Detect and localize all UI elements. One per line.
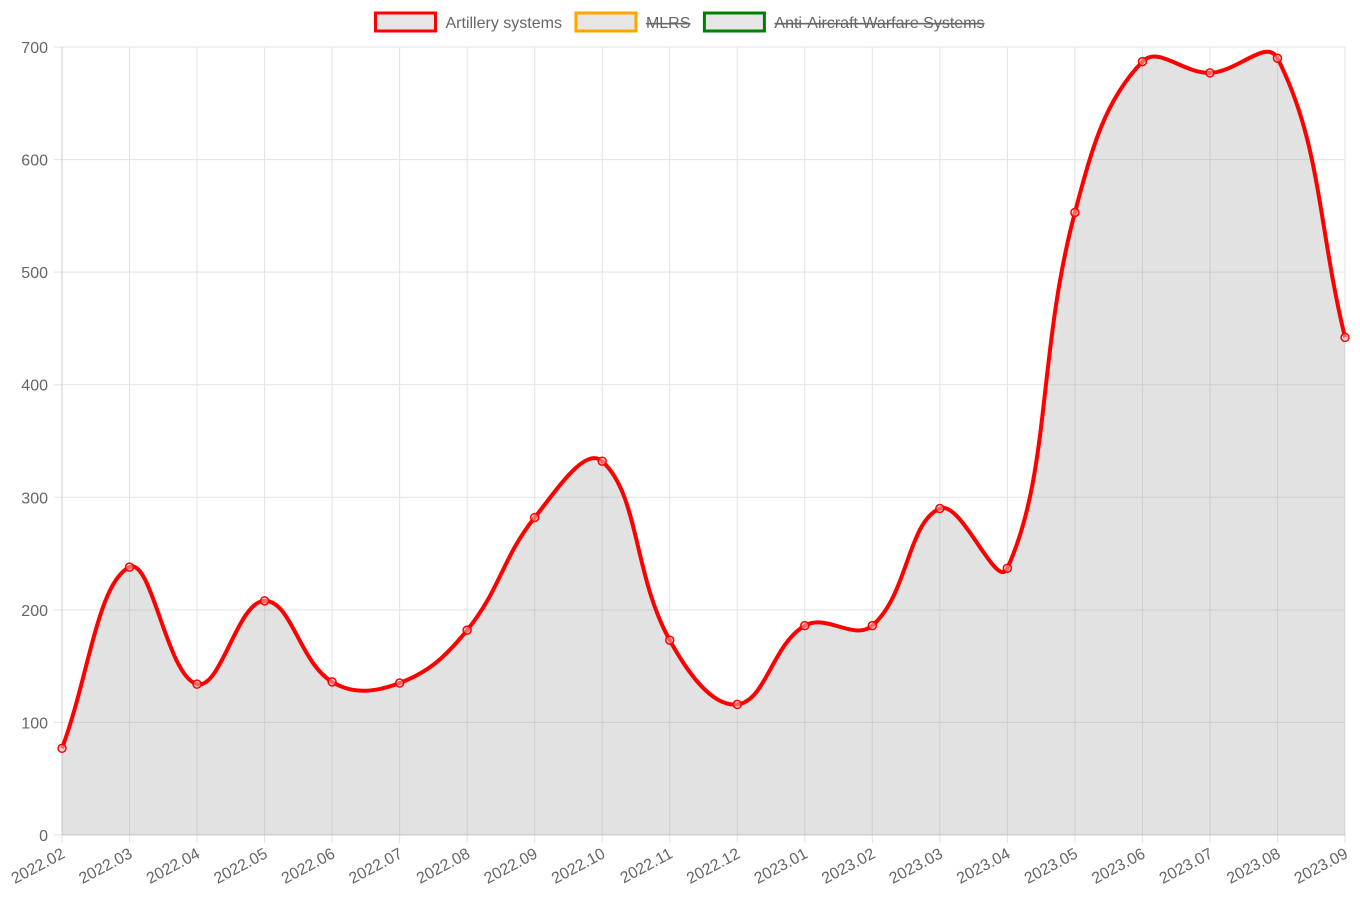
y-tick-label: 600: [21, 153, 48, 170]
point: [529, 512, 540, 523]
point: [394, 678, 405, 688]
x-tick-label: 2023.05: [1022, 845, 1081, 887]
legend-label: Anti-Aircraft Warfare Systems: [774, 15, 984, 32]
x-tick-label: 2023.06: [1089, 845, 1148, 887]
x-tick-label: 2022.06: [279, 845, 338, 887]
point: [1002, 563, 1013, 573]
x-tick-label: 2023.08: [1224, 845, 1283, 887]
point: [1340, 332, 1350, 343]
x-tick-label: 2023.03: [887, 845, 946, 887]
x-tick-label: 2022.10: [549, 845, 608, 887]
point: [124, 562, 135, 572]
legend: Artillery systems MLRS Anti-Aircraft Warfa…: [373, 11, 985, 33]
legend-swatch: [373, 11, 437, 33]
point: [597, 456, 607, 467]
point: [1205, 68, 1215, 78]
y-tick-label: 700: [21, 40, 48, 57]
x-tick-label: 2022.03: [76, 845, 135, 887]
x-tick-label: 2022.04: [144, 845, 203, 887]
legend-label: Artillery systems: [445, 15, 561, 32]
x-tick-label: 2022.12: [684, 845, 743, 887]
point: [327, 677, 337, 687]
legend-item[interactable]: Anti-Aircraft Warfare Systems: [702, 11, 985, 33]
point: [462, 625, 472, 635]
legend-swatch: [574, 11, 638, 33]
area: [62, 51, 1345, 835]
legend-item[interactable]: Artillery systems: [373, 11, 562, 33]
legend-label: MLRS: [646, 15, 690, 32]
y-tick-label: 500: [21, 265, 48, 282]
y-tick-label: 300: [21, 490, 48, 507]
x-tick-label: 2022.11: [618, 845, 676, 887]
point: [664, 635, 675, 646]
x-tick-label: 2023.02: [819, 845, 878, 887]
y-tick-label: 200: [21, 603, 48, 620]
x-tick-label: 2023.09: [1292, 845, 1351, 887]
y-tick-label: 100: [21, 715, 48, 732]
x-tick-label: 2023.04: [954, 845, 1013, 887]
x-tick-label: 2022.07: [346, 845, 405, 887]
legend-swatch: [702, 11, 766, 33]
point: [57, 743, 67, 754]
x-tick-label: 2022.09: [482, 845, 541, 887]
x-tick-label: 2023.07: [1157, 845, 1216, 887]
x-tick-label: 2022.08: [414, 845, 473, 887]
x-tick-label: 2022.02: [9, 845, 68, 887]
point: [259, 596, 270, 606]
point: [800, 620, 810, 631]
x-tick-label: 2022.05: [211, 845, 270, 887]
point: [1070, 207, 1080, 218]
point: [1272, 53, 1283, 64]
point: [935, 503, 945, 514]
legend-item[interactable]: MLRS: [574, 11, 690, 33]
y-tick-label: 0: [39, 828, 48, 845]
point: [732, 699, 743, 710]
y-tick-label: 400: [21, 378, 48, 395]
x-tick-label: 2023.01: [752, 845, 811, 887]
point: [867, 620, 878, 631]
point: [192, 679, 202, 689]
point: [1137, 56, 1148, 67]
